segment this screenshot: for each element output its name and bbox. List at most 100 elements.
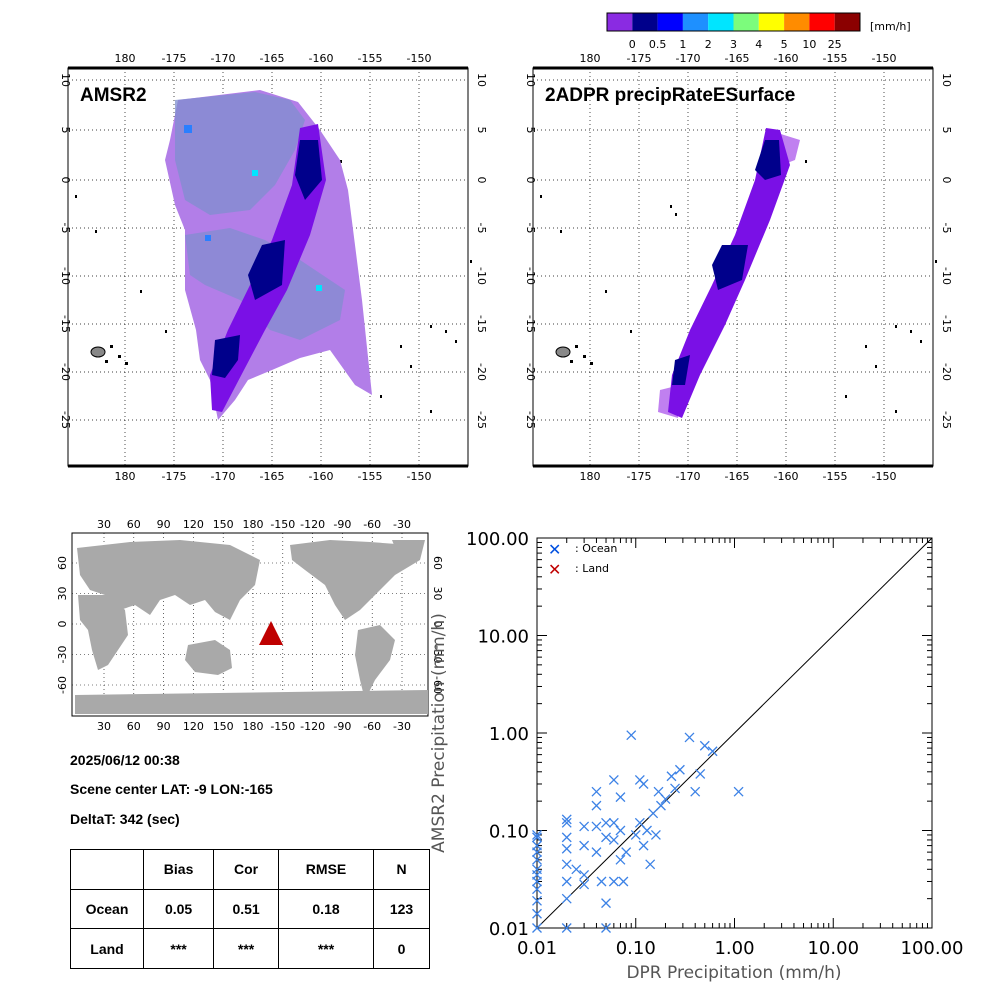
amsr2-light-blue-pixel xyxy=(316,285,322,291)
world-lon-label: 180 xyxy=(243,518,264,531)
colorbar-unit: [mm/h] xyxy=(870,20,911,33)
world-lon-label: -90 xyxy=(333,720,351,733)
scatter-point xyxy=(707,746,718,757)
map-island xyxy=(430,325,432,328)
scatter-point xyxy=(666,771,677,782)
scatter-point xyxy=(642,825,652,836)
table-cell: *** xyxy=(213,928,279,969)
amsr2-light-blue-pixel xyxy=(184,125,192,133)
colorbar-tick-label: 2 xyxy=(705,38,712,51)
world-lat-label: -60 xyxy=(56,676,69,694)
map-island xyxy=(865,345,867,348)
lon-tick-label: -170 xyxy=(211,52,236,65)
map-island xyxy=(605,290,607,293)
world-lon-label: 90 xyxy=(157,518,171,531)
world-lon-label: 90 xyxy=(157,720,171,733)
map-island xyxy=(105,360,108,363)
world-lat-label: -60 xyxy=(431,676,444,694)
world-lat-label: -30 xyxy=(431,646,444,664)
map-fiji-island xyxy=(90,346,106,358)
land-africa xyxy=(78,595,128,670)
lat-tick-label: -25 xyxy=(524,411,537,429)
scatter-point xyxy=(601,817,611,828)
scene-center: Scene center LAT: -9 LON:-165 xyxy=(70,781,273,797)
lat-tick-label: 5 xyxy=(940,127,953,134)
table-cell: Land xyxy=(70,928,144,969)
map-island xyxy=(935,260,937,263)
map-island xyxy=(875,365,877,368)
colorbar: 0 0.5 1 2 3 4 5 10 25 xyxy=(606,12,861,51)
lon-tick-label: -150 xyxy=(872,470,897,483)
colorbar-tick-label: 5 xyxy=(781,38,788,51)
scatter-point xyxy=(591,821,602,832)
map-island xyxy=(845,395,847,398)
lon-tick-label: -165 xyxy=(260,52,285,65)
delta-t: DeltaT: 342 (sec) xyxy=(70,811,180,827)
colorbar-swatch xyxy=(733,13,759,31)
scatter-point xyxy=(561,859,572,870)
table-cell: 0 xyxy=(373,928,430,969)
y-axis-label: AMSR2 Precipitation (mm/h) xyxy=(429,613,449,853)
colorbar-tick-label: 1 xyxy=(679,38,686,51)
scatter-point xyxy=(532,854,542,865)
colorbar-swatch xyxy=(607,13,633,31)
map-island xyxy=(340,160,342,163)
scatter-point xyxy=(532,923,542,933)
world-lon-label: -120 xyxy=(300,720,325,733)
colorbar-border xyxy=(606,12,861,32)
lon-tick-label: -175 xyxy=(627,52,652,65)
world-lon-label: -150 xyxy=(270,720,295,733)
lon-tick-label: -170 xyxy=(676,470,701,483)
scene-datetime: 2025/06/12 00:38 xyxy=(70,752,180,768)
map-island xyxy=(575,345,578,348)
table-cell: *** xyxy=(142,928,215,969)
scatter-point xyxy=(532,884,542,895)
scatter-point xyxy=(621,847,632,858)
table-cell: 123 xyxy=(373,888,430,930)
x-tick-label: 100.00 xyxy=(901,938,964,959)
scatter-point xyxy=(596,876,607,887)
x-tick-label: 0.01 xyxy=(517,938,557,959)
lat-tick-label: -25 xyxy=(940,411,953,429)
scatter-point xyxy=(608,876,619,887)
scatter-point xyxy=(660,794,671,805)
world-lon-label: 60 xyxy=(127,720,141,733)
dpr-map-grid: 180 180 -175 -175 -170 -170 -165 -165 -160 -160 -1… xyxy=(524,52,953,483)
scatter-point xyxy=(532,830,542,840)
scatter-point xyxy=(733,786,744,797)
lat-tick-label: 10 xyxy=(59,73,72,87)
scatter-point xyxy=(579,879,590,890)
scatter-point xyxy=(690,786,701,797)
colorbar-tick-label: 0.5 xyxy=(649,38,667,51)
map-island xyxy=(895,325,897,328)
dpr-heavy-rain-mid xyxy=(712,245,748,290)
scatter-ticks: 0.010.01 0.10 0.10 1.00 1.00 10.00 10.00 100.00… xyxy=(466,529,963,959)
lon-tick-label: 180 xyxy=(580,470,601,483)
y-tick-label: 0.10 xyxy=(489,822,529,843)
table-header-cell: RMSE xyxy=(277,849,375,890)
scatter-point xyxy=(674,764,685,775)
colorbar-tick-label: 25 xyxy=(828,38,842,51)
lat-tick-label: -15 xyxy=(59,315,72,333)
world-lon-label: 180 xyxy=(243,720,264,733)
map-island xyxy=(400,345,402,348)
world-lon-label: 120 xyxy=(183,518,204,531)
lon-tick-label: -175 xyxy=(627,470,652,483)
lat-tick-label: -25 xyxy=(59,411,72,429)
table-cell: 0.18 xyxy=(277,888,375,930)
land-eurasia xyxy=(77,540,260,620)
scatter-point xyxy=(591,786,602,797)
dpr-heavy-rain-low xyxy=(672,355,690,385)
amsr2-light-blue-pixel xyxy=(205,235,211,241)
scatter-point xyxy=(699,740,710,751)
amsr2-map-panel: 180 180 -175 -175 -170 -170 -165 -165 -160 -160 -1… xyxy=(59,52,488,483)
scatter-point xyxy=(615,792,626,803)
y-tick-label: 0.01 xyxy=(489,919,529,940)
lon-tick-label: -150 xyxy=(872,52,897,65)
scatter-point xyxy=(579,869,590,880)
map-island xyxy=(540,195,542,198)
lon-tick-label: 180 xyxy=(580,52,601,65)
scatter-point xyxy=(532,876,542,887)
map-island xyxy=(110,345,113,348)
lat-tick-label: -25 xyxy=(475,411,488,429)
